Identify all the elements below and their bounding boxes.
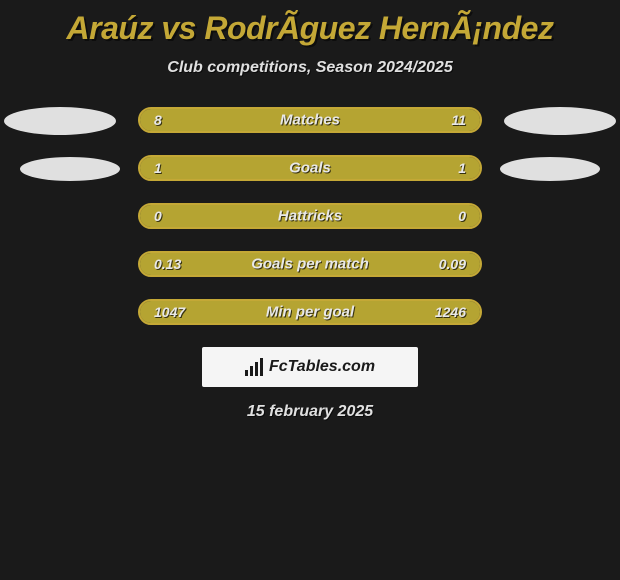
- stat-bar: 1 1 Goals: [138, 155, 482, 181]
- stat-label: Goals per match: [251, 256, 369, 273]
- stat-value-right: 0: [458, 208, 466, 224]
- stat-row: 1 1 Goals: [0, 155, 620, 181]
- stat-label: Min per goal: [266, 304, 354, 321]
- stat-value-left: 0: [154, 208, 162, 224]
- stats-area: 811Matches11Goals00Hattricks0.130.09Goal…: [0, 107, 620, 325]
- bar-left-fill: [140, 157, 310, 179]
- date-label: 15 february 2025: [0, 403, 620, 421]
- brand-text: FcTables.com: [269, 358, 375, 376]
- stat-row: 0.13 0.09 Goals per match: [0, 251, 620, 277]
- stat-value-right: 1: [458, 160, 466, 176]
- bar-right-fill: [310, 157, 480, 179]
- stat-label: Matches: [280, 112, 340, 129]
- comparison-infographic: Araúz vs RodrÃ­guez HernÃ¡ndez Club comp…: [0, 0, 620, 431]
- stat-bar: 8 11 Matches: [138, 107, 482, 133]
- stat-bar: 1047 1246 Min per goal: [138, 299, 482, 325]
- stat-value-left: 1: [154, 160, 162, 176]
- stat-value-right: 11: [451, 112, 466, 128]
- brand-badge: FcTables.com: [202, 347, 418, 387]
- stat-value-left: 1047: [154, 304, 185, 320]
- stat-value-left: 0.13: [154, 256, 181, 272]
- stat-label: Hattricks: [278, 208, 342, 225]
- page-title: Araúz vs RodrÃ­guez HernÃ¡ndez: [0, 10, 620, 47]
- stat-bar: 0.13 0.09 Goals per match: [138, 251, 482, 277]
- stat-value-right: 1246: [435, 304, 466, 320]
- stat-value-left: 8: [154, 112, 162, 128]
- subtitle: Club competitions, Season 2024/2025: [0, 59, 620, 77]
- stat-row: 8 11 Matches: [0, 107, 620, 133]
- stat-label: Goals: [289, 160, 331, 177]
- stat-row: 1047 1246 Min per goal: [0, 299, 620, 325]
- stat-row: 0 0 Hattricks: [0, 203, 620, 229]
- stat-bar: 0 0 Hattricks: [138, 203, 482, 229]
- stat-value-right: 0.09: [439, 256, 466, 272]
- bars-icon: [245, 358, 263, 376]
